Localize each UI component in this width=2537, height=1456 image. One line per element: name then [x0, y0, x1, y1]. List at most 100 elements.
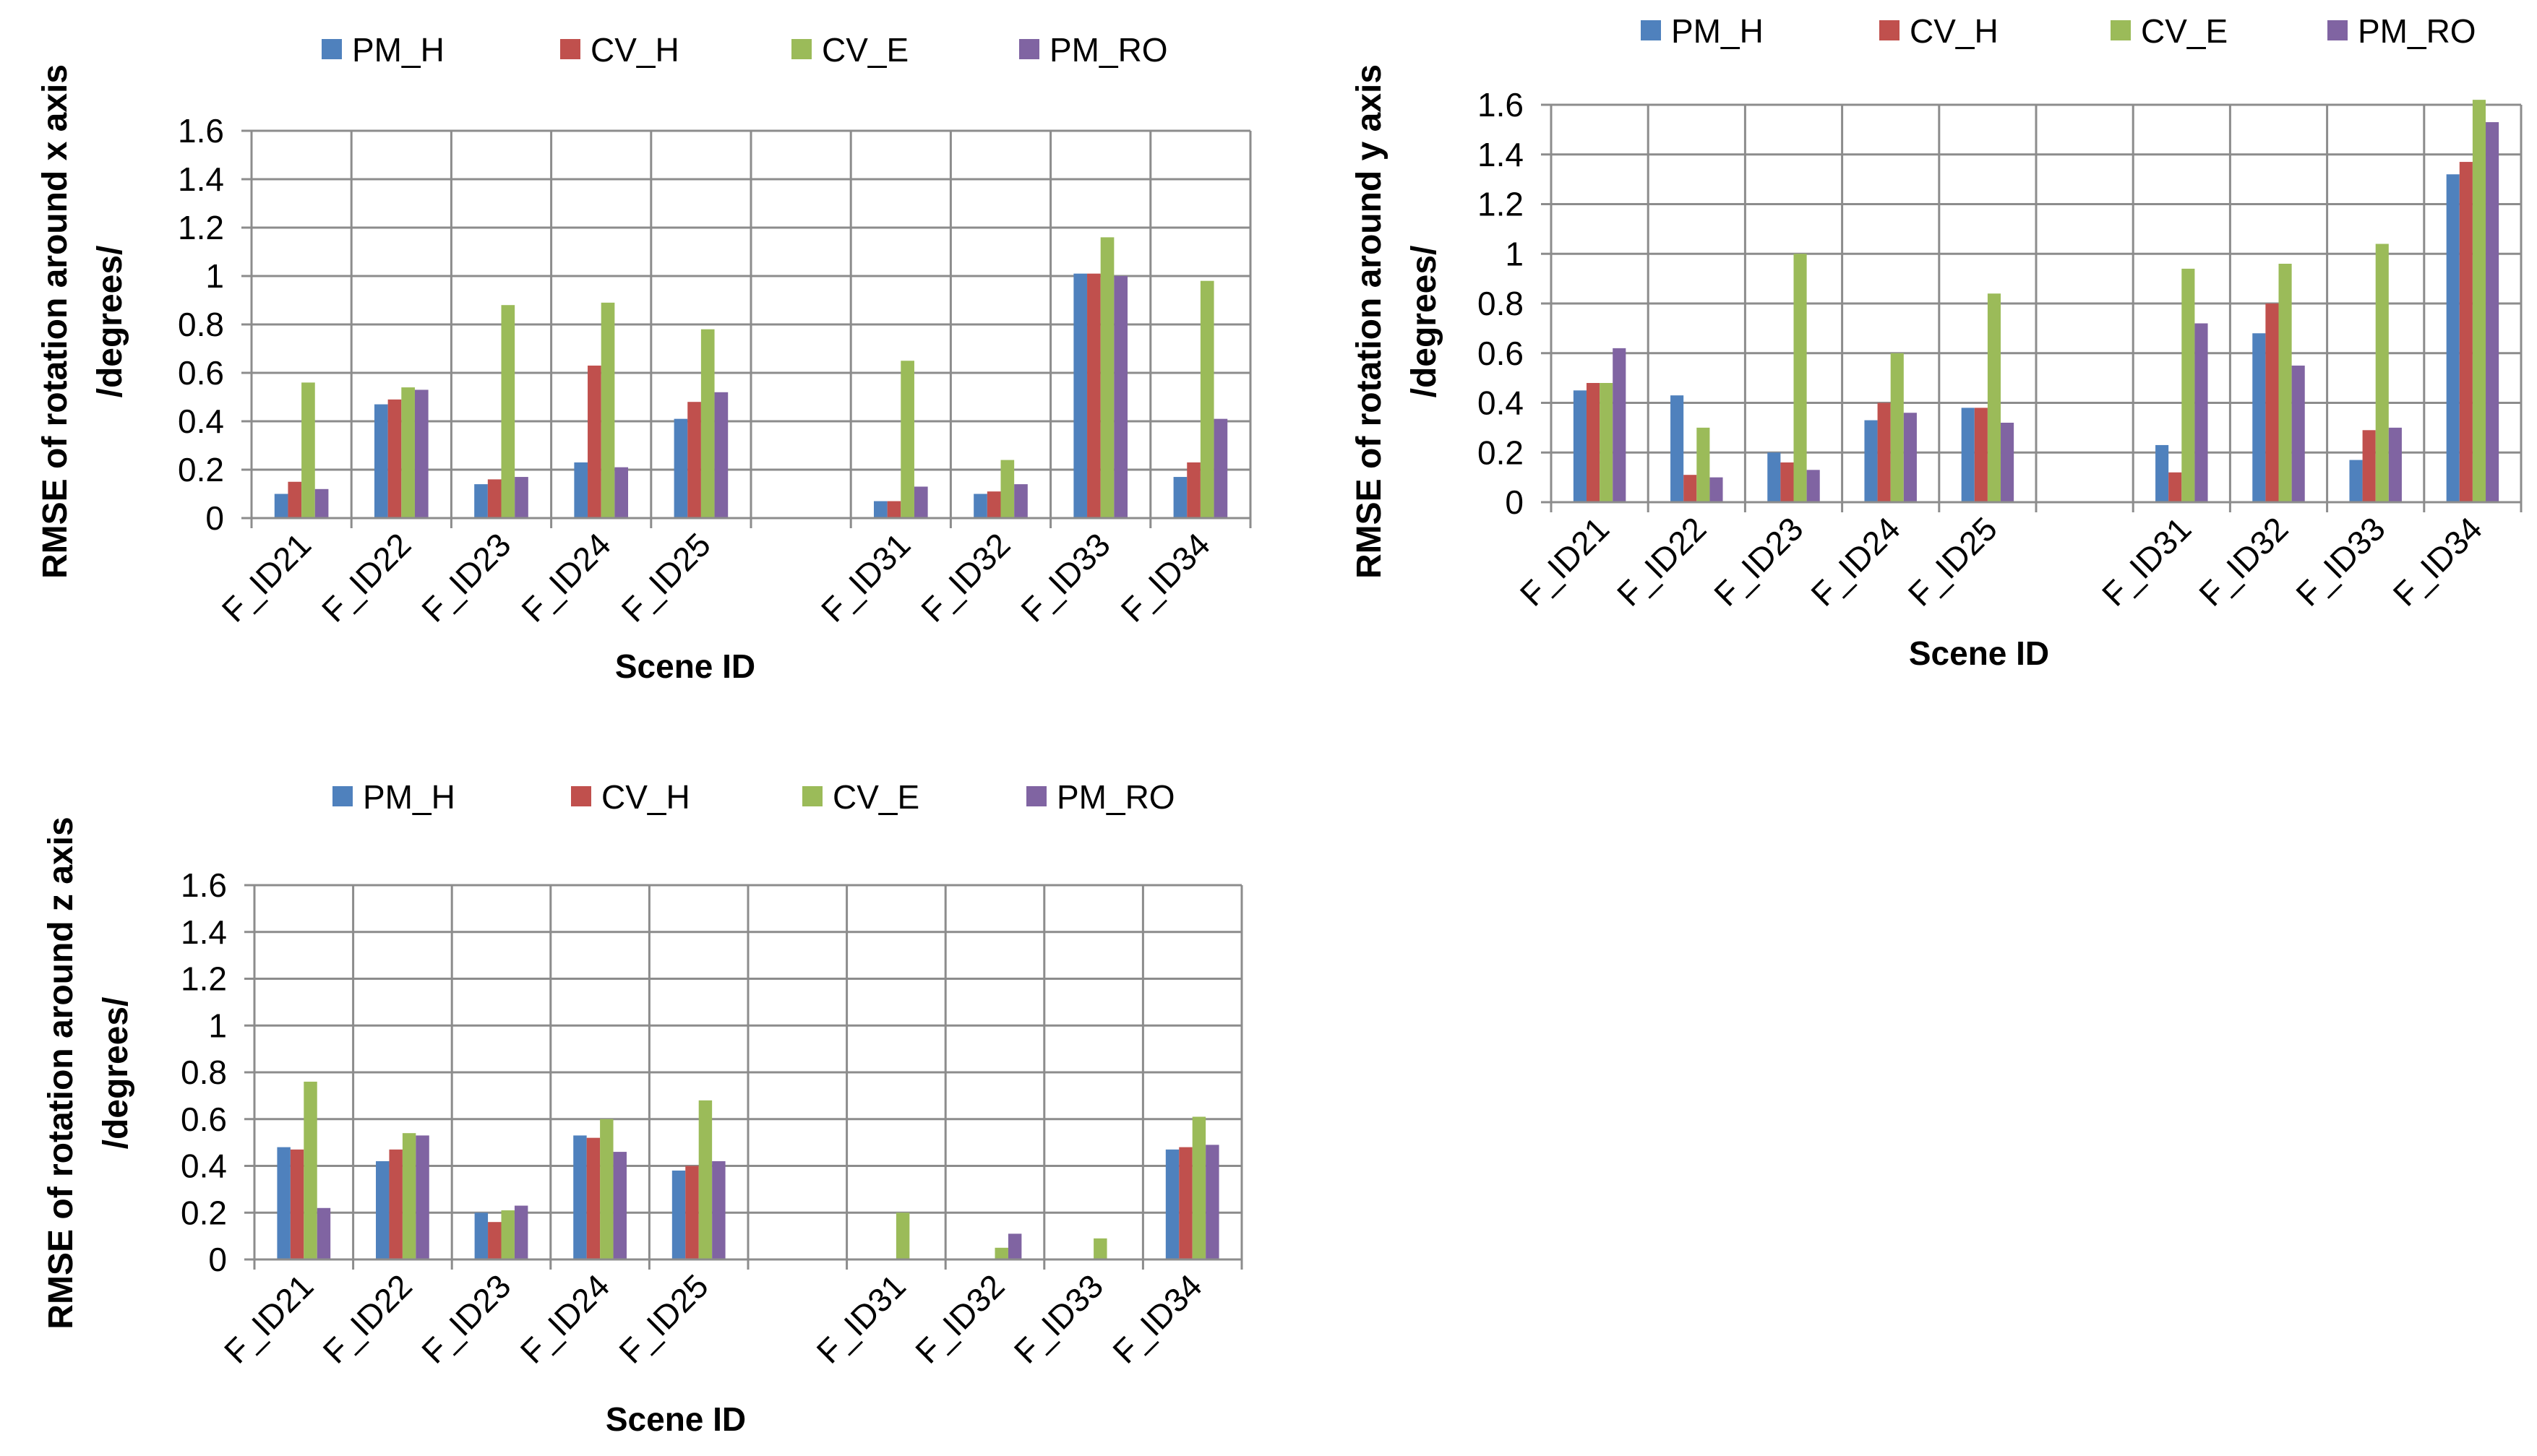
bar-cv-h [1179, 1147, 1193, 1259]
bar-pm-h [671, 1170, 686, 1259]
y-tick-label: 1.2 [178, 209, 224, 246]
y-tick-label: 0.6 [181, 1100, 227, 1138]
bar-pm-ro [414, 389, 429, 518]
bar-pm-ro [914, 486, 928, 518]
legend-label: PM_H [1671, 12, 1764, 50]
bar-cv-e [1696, 427, 1710, 502]
bar-pm-ro [714, 392, 729, 518]
legend-label: PM_RO [2358, 12, 2476, 50]
bar-cv-e [896, 1212, 910, 1259]
bar-pm-h [1961, 408, 1975, 502]
x-tick-label: F_ID25 [1901, 509, 2004, 613]
bar-pm-ro [2388, 427, 2402, 502]
bar-cv-e [1890, 353, 1904, 502]
legend-swatch-pm-ro [1019, 39, 1039, 59]
bar-cv-h [1087, 273, 1101, 518]
y-tick-label: 0.4 [178, 402, 224, 440]
x-tick-label: F_ID33 [1007, 1267, 1110, 1370]
x-tick-label: F_ID24 [513, 1267, 617, 1370]
bar-cv-h [389, 1149, 403, 1259]
bar-cv-h [1780, 462, 1794, 502]
bar-cv-e [2278, 264, 2292, 502]
legend-label: CV_H [601, 778, 690, 816]
bar-cv-e [301, 382, 315, 518]
bar-cv-h [1187, 462, 1201, 518]
bar-cv-e [2181, 268, 2195, 502]
y-axis-title-unit: /degrees/ [1405, 246, 1443, 398]
legend: PM_H CV_H CV_E PM_RO [322, 31, 1168, 69]
bar-pm-ro [515, 477, 528, 518]
bar-pm-ro [1008, 1233, 1022, 1259]
legend-label: CV_E [822, 31, 909, 69]
x-tick-label: F_ID24 [1803, 509, 1907, 613]
bar-pm-h [873, 501, 888, 518]
x-tick-label: F_ID21 [217, 1267, 320, 1370]
bar-pm-h [2349, 460, 2363, 502]
legend-label: PM_H [352, 31, 445, 69]
y-tick-label: 1.4 [178, 160, 224, 198]
bar-cv-h [687, 402, 701, 518]
bar-pm-ro [1014, 484, 1028, 518]
x-tick-label: F_ID31 [2095, 509, 2198, 613]
chart-3: 00.20.40.60.811.21.41.6F_ID21F_ID22F_ID2… [42, 778, 1243, 1438]
bar-cv-e [2375, 244, 2389, 502]
y-tick-label: 1.6 [181, 866, 227, 904]
bar-pm-ro [514, 1205, 528, 1259]
y-tick-label: 0.6 [1477, 335, 1524, 372]
bar-cv-e [401, 387, 415, 518]
y-tick-label: 0 [208, 1241, 227, 1278]
legend-label: PM_RO [1057, 778, 1175, 816]
x-tick-label: F_ID21 [215, 525, 318, 629]
legend-label: CV_E [833, 778, 919, 816]
bar-pm-ro [2486, 122, 2499, 502]
bar-pm-h [2252, 333, 2266, 502]
y-axis-title-unit: /degrees/ [91, 246, 129, 398]
bar-pm-h [1767, 452, 1781, 502]
bar-cv-h [2459, 162, 2473, 502]
bar-pm-ro [1903, 413, 1917, 502]
y-tick-label: 0 [205, 499, 224, 537]
bar-cv-e [1200, 280, 1214, 518]
bar-pm-ro [1806, 470, 1820, 502]
x-tick-label: F_ID31 [814, 525, 917, 629]
bar-pm-ro [1613, 348, 1626, 502]
legend-swatch-cv-h [560, 39, 580, 59]
legend: PM_H CV_H CV_E PM_RO [332, 778, 1175, 816]
x-tick-label: F_ID32 [2192, 509, 2295, 613]
bar-pm-h [274, 494, 288, 518]
bar-cv-e [2472, 100, 2486, 502]
bar-cv-h [1586, 383, 1600, 502]
bar-cv-e [1793, 254, 1807, 502]
bar-pm-ro [317, 1207, 331, 1259]
y-tick-label: 1.6 [178, 112, 224, 150]
bar-pm-ro [314, 488, 329, 518]
bar-pm-h [1573, 390, 1587, 502]
chart-1: 00.20.40.60.811.21.41.6F_ID21F_ID22F_ID2… [36, 31, 1252, 685]
bar-cv-e [700, 329, 715, 518]
legend-label: PM_H [363, 778, 455, 816]
x-tick-label: F_ID24 [514, 525, 617, 629]
bar-cv-h [1974, 408, 1988, 502]
bar-cv-e [402, 1133, 416, 1259]
y-axis-title: RMSE of rotation around x axis [36, 64, 74, 579]
x-tick-label: F_ID25 [614, 525, 718, 629]
bar-cv-h [2265, 303, 2279, 502]
y-axis-title: RMSE of rotation around y axis [1350, 64, 1388, 579]
y-tick-label: 0.8 [178, 306, 224, 343]
bar-cv-e [995, 1247, 1008, 1259]
bar-pm-h [1864, 420, 1878, 502]
bar-pm-ro [712, 1161, 726, 1259]
bar-cv-e [601, 302, 615, 518]
bar-cv-h [588, 365, 601, 518]
chart-2: 00.20.40.60.811.21.41.6F_ID21F_ID22F_ID2… [1350, 12, 2523, 672]
x-axis-title: Scene ID [1909, 634, 2049, 672]
bar-cv-h [1877, 402, 1891, 502]
bar-pm-ro [1214, 418, 1228, 518]
legend-label: CV_H [1910, 12, 1999, 50]
bar-cv-h [887, 501, 901, 518]
y-tick-label: 0 [1505, 483, 1524, 521]
bar-pm-h [474, 484, 488, 518]
x-tick-label: F_ID33 [1013, 525, 1117, 629]
bar-cv-h [488, 1222, 502, 1259]
bar-cv-h [288, 481, 302, 518]
